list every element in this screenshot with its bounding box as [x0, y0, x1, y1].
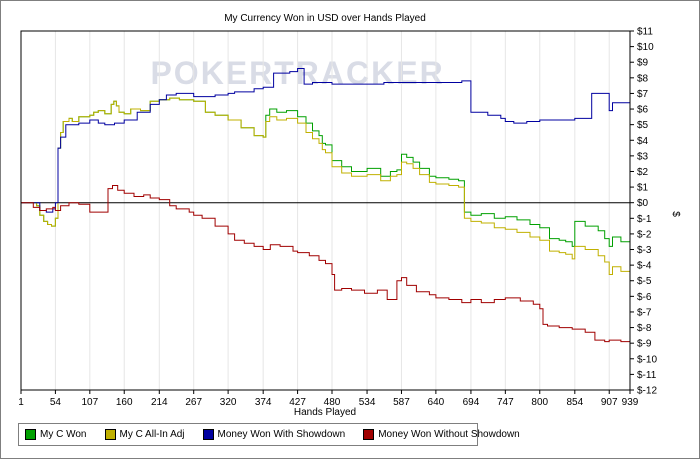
series-line-2: [21, 68, 630, 213]
y-tick-label: $11: [637, 27, 653, 38]
x-tick-label: 267: [185, 397, 202, 408]
x-tick-label: 107: [81, 397, 98, 408]
x-tick-label: 854: [566, 397, 583, 408]
y-tick-label: $7: [637, 89, 649, 100]
legend-swatch-my-c-won: [25, 429, 36, 440]
y-tick-label: $-8: [637, 323, 652, 334]
x-tick-label: 800: [531, 397, 548, 408]
series-line-0: [21, 97, 631, 247]
y-tick-label: $10: [637, 42, 654, 53]
y-tick-label: $1: [637, 183, 649, 194]
legend-swatch-without-showdown: [363, 429, 375, 440]
y-tick-label: $-11: [637, 370, 657, 381]
legend: My C Won My C All-In Adj Money Won With …: [18, 423, 520, 446]
x-tick-label: 1: [18, 397, 24, 408]
y-tick-label: $-6: [637, 292, 652, 303]
legend-label-without-showdown: Money Won Without Showdown: [378, 429, 520, 440]
legend-item-without-showdown: Money Won Without Showdown: [363, 429, 520, 440]
legend-label-my-c-allin-adj: My C All-In Adj: [119, 429, 185, 440]
y-tick-label: $2: [637, 167, 649, 178]
x-tick-label: 160: [116, 397, 133, 408]
y-tick-label: $9: [637, 58, 649, 69]
x-tick-label: 907: [601, 397, 618, 408]
y-tick-label: $3: [637, 151, 649, 162]
legend-label-my-c-won: My C Won: [40, 429, 87, 440]
y-tick-label: $-4: [637, 261, 652, 272]
y-tick-label: $-5: [637, 276, 652, 287]
x-tick-label: 939: [622, 397, 639, 408]
y-tick-label: $0: [637, 198, 649, 209]
legend-label-with-showdown: Money Won With Showdown: [217, 429, 346, 440]
y-tick-label: $5: [637, 120, 649, 131]
plot-area: POKERTRACKER $11 $10 $9 $8 $7 $6 $5 $4 $3 $2 $1 $0 $-…: [18, 27, 657, 409]
plot-border: [20, 30, 631, 391]
series-line-1: [21, 97, 631, 275]
x-tick-label: 480: [324, 397, 341, 408]
y-tick-label: $-7: [637, 307, 652, 318]
y-tick-label: $-9: [637, 339, 652, 350]
x-tick-label: 427: [289, 397, 306, 408]
y-tick-label: $-12: [637, 386, 657, 397]
x-tick-label: 374: [255, 397, 272, 408]
legend-swatch-with-showdown: [202, 429, 214, 440]
y-tick-label: $-3: [637, 245, 652, 256]
x-axis-label: Hands Played: [294, 407, 356, 418]
y-tick-label: $-10: [637, 354, 657, 365]
legend-item-my-c-allin-adj: My C All-In Adj: [104, 429, 185, 440]
legend-item-with-showdown: Money Won With Showdown: [202, 429, 346, 440]
y-tick-label: $4: [637, 136, 649, 147]
legend-item-my-c-won: My C Won: [25, 429, 87, 440]
watermark-logo: POKERTRACKER: [150, 55, 444, 91]
x-tick-label: 320: [220, 397, 237, 408]
x-tick-label: 747: [497, 397, 514, 408]
chart-title: My Currency Won in USD over Hands Played: [224, 13, 426, 24]
y-tick-label: $8: [637, 73, 649, 84]
x-tick-label: 54: [50, 397, 62, 408]
x-tick-label: 640: [428, 397, 445, 408]
x-tick-label: 587: [393, 397, 410, 408]
x-tick-label: 694: [463, 397, 480, 408]
y-tick-label: $-2: [637, 229, 652, 240]
y-tick-label: $-1: [637, 214, 652, 225]
y-tick-label: $6: [637, 105, 649, 116]
x-tick-label: 534: [359, 397, 376, 408]
series-line-3: [21, 185, 631, 344]
x-tick-label: 214: [151, 397, 168, 408]
legend-swatch-my-c-allin-adj: [104, 429, 116, 440]
y-axis-label: $: [670, 211, 681, 217]
